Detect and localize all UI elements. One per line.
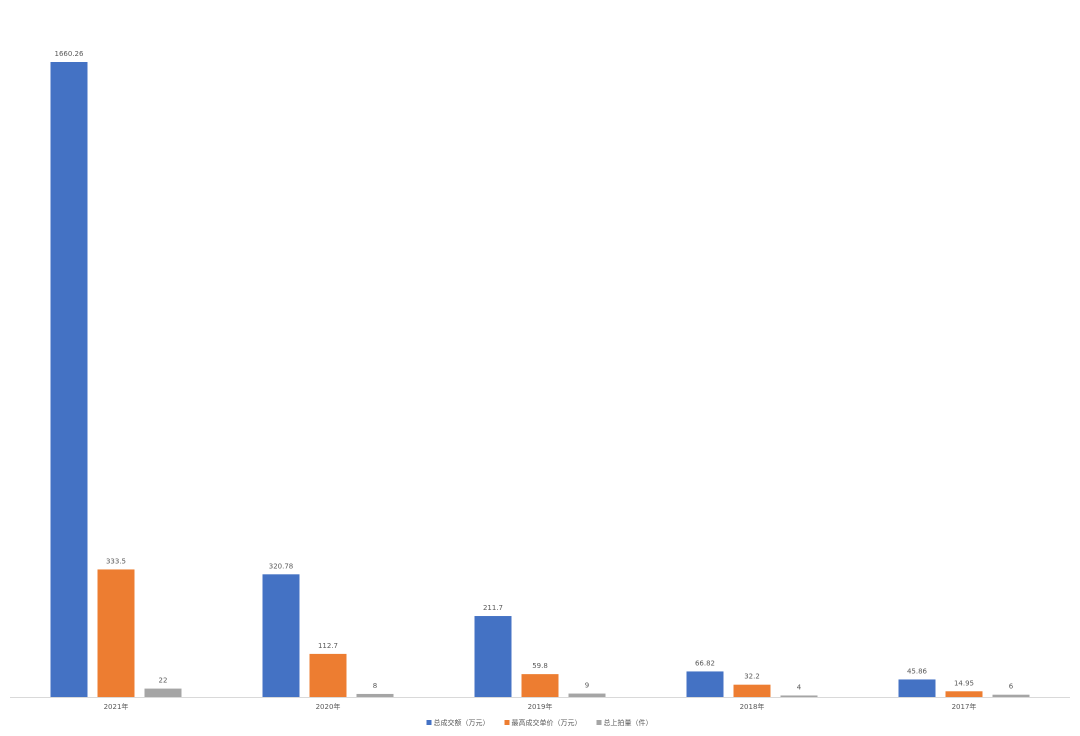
data-label: 4 [797,683,802,691]
bar [97,569,135,697]
data-label: 22 [159,677,168,685]
bar [521,674,559,697]
bar [733,684,771,697]
legend-swatch [596,720,602,725]
legend-swatch [426,720,432,725]
data-label: 14.95 [954,679,974,687]
x-tick-label: 2020年 [316,702,341,711]
x-tick-label: 2018年 [740,702,765,711]
bar [898,679,936,697]
bar [474,616,512,697]
legend-label: 总上拍量（件） [604,718,653,727]
data-label: 8 [373,682,377,690]
bar [686,671,724,697]
x-tick-label: 2019年 [528,702,553,711]
legend-label: 总成交额（万元） [434,718,490,727]
legend-swatch [504,720,510,725]
data-label: 320.78 [269,562,294,570]
bar [356,693,394,697]
bar [992,694,1030,697]
data-label: 45.86 [907,667,928,675]
data-label: 1660.26 [55,50,84,58]
x-tick-label: 2017年 [952,702,977,711]
data-label: 211.7 [483,604,503,612]
data-label: 66.82 [695,659,715,667]
bar [945,691,983,697]
bar [144,688,182,697]
data-label: 333.5 [106,557,126,565]
bar [309,653,347,697]
data-label: 6 [1009,683,1014,691]
bar [262,574,300,697]
x-tick-label: 2021年 [104,702,129,711]
data-label: 9 [585,682,589,690]
data-label: 59.8 [532,662,548,670]
bar [780,695,818,697]
data-label: 32.2 [744,673,760,681]
bar [568,693,606,697]
data-label: 112.7 [318,642,338,650]
legend-label: 最高成交单价（万元） [512,718,582,727]
bar [50,62,88,697]
